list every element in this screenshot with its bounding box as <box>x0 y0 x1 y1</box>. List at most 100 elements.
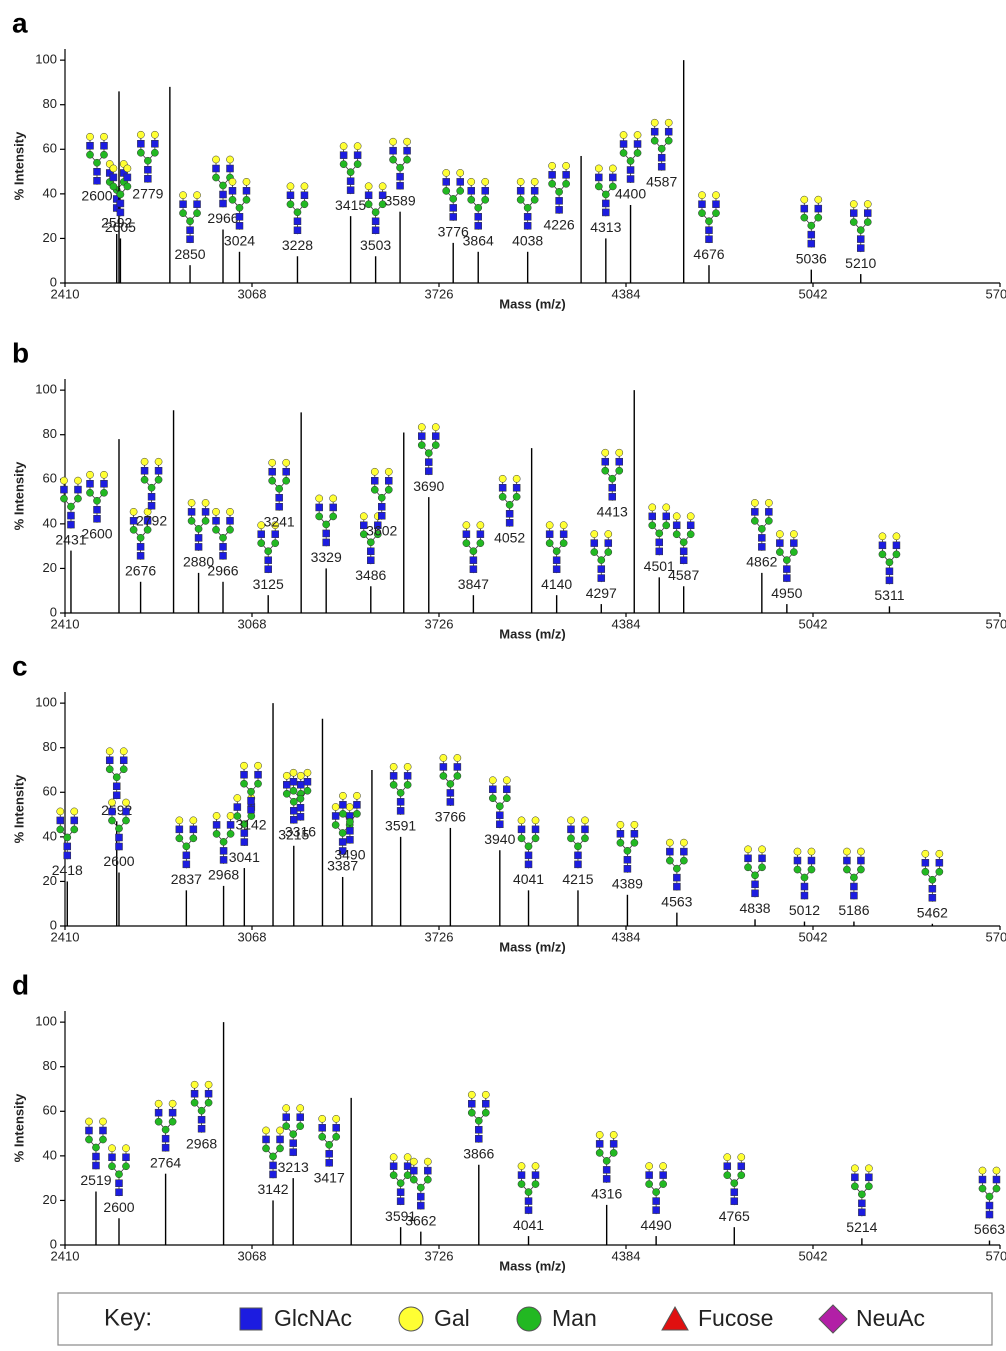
sugar-symbol <box>269 1153 276 1160</box>
sugar-symbol <box>195 525 202 532</box>
sugar-symbol <box>188 517 195 524</box>
glcnac-symbol <box>425 468 432 475</box>
glcnac-symbol <box>658 163 665 170</box>
sugar-symbol <box>864 218 871 225</box>
glcnac-symbol <box>188 508 195 515</box>
sugar-symbol <box>724 1172 731 1179</box>
glcnac-symbol <box>532 826 539 833</box>
peak-label: 4313 <box>590 219 621 235</box>
sugar-symbol <box>850 874 857 881</box>
sugar-symbol <box>482 1109 489 1116</box>
sugar-symbol <box>397 1180 404 1187</box>
glycan-icon <box>850 200 871 252</box>
glcnac-symbol <box>316 504 323 511</box>
sugar-symbol <box>879 533 886 540</box>
glcnac-symbol <box>563 171 570 178</box>
key-label: NeuAc <box>856 1305 925 1331</box>
sugar-symbol <box>117 191 124 198</box>
glcnac-symbol <box>646 1172 653 1179</box>
sugar-symbol <box>265 548 272 555</box>
peak-label: 5186 <box>838 902 869 918</box>
glcnac-symbol <box>367 557 374 564</box>
sugar-symbol <box>330 495 337 502</box>
key-label: Gal <box>434 1305 470 1331</box>
glycan-icon <box>546 522 567 574</box>
glcnac-symbol <box>417 1193 424 1200</box>
glcnac-symbol <box>656 548 663 555</box>
y-tick-label: 60 <box>43 141 57 156</box>
sugar-symbol <box>574 843 581 850</box>
sugar-symbol <box>562 180 569 187</box>
glycan-icon <box>390 1154 411 1206</box>
sugar-symbol <box>475 1117 482 1124</box>
glcnac-symbol <box>843 857 850 864</box>
glcnac-symbol <box>705 227 712 234</box>
peak-label: 3490 <box>334 847 365 863</box>
sugar-symbol <box>929 876 936 883</box>
glcnac-symbol <box>815 205 822 212</box>
sugar-symbol <box>418 442 425 449</box>
sugar-symbol <box>240 780 247 787</box>
sugar-symbol <box>339 810 346 817</box>
sugar-symbol <box>470 548 477 555</box>
sugar-symbol <box>122 1163 129 1170</box>
x-tick-label: 2410 <box>51 286 80 301</box>
glcnac-symbol <box>93 506 100 513</box>
sugar-symbol <box>219 182 226 189</box>
peak-label: 3591 <box>385 818 416 834</box>
glcnac-symbol <box>93 515 100 522</box>
sugar-symbol <box>100 489 107 496</box>
sugar-symbol <box>858 1191 865 1198</box>
glcnac-symbol <box>71 817 78 824</box>
sugar-symbol <box>389 156 396 163</box>
glcnac-symbol <box>454 763 461 770</box>
sugar-symbol <box>92 1144 99 1151</box>
glcnac-symbol <box>865 1174 872 1181</box>
glcnac-symbol <box>680 848 687 855</box>
sugar-symbol <box>482 178 489 185</box>
sugar-symbol <box>137 534 144 541</box>
sugar-symbol <box>546 540 553 547</box>
glcnac-symbol <box>929 885 936 892</box>
sugar-symbol <box>67 503 74 510</box>
sugar-symbol <box>617 839 624 846</box>
peak-label: 2968 <box>186 1135 217 1151</box>
sugar-symbol <box>86 489 93 496</box>
sugar-symbol <box>60 477 67 484</box>
glycan-icon <box>86 133 107 185</box>
glycan-icon <box>518 1162 539 1214</box>
glcnac-symbol <box>496 812 503 819</box>
glcnac-symbol <box>346 836 353 843</box>
sugar-symbol <box>513 493 520 500</box>
glcnac-symbol <box>663 513 670 520</box>
sugar-symbol <box>443 187 450 194</box>
glcnac-symbol <box>176 826 183 833</box>
sugar-symbol <box>390 781 397 788</box>
peak-label: 3213 <box>278 1159 309 1175</box>
sugar-symbol <box>680 857 687 864</box>
glcnac-symbol <box>198 1116 205 1123</box>
glcnac-symbol <box>673 874 680 881</box>
sugar-symbol <box>212 156 219 163</box>
glycan-icon <box>443 169 464 221</box>
key-label: Man <box>552 1305 597 1331</box>
glcnac-symbol <box>397 798 404 805</box>
sugar-symbol <box>620 149 627 156</box>
sugar-symbol <box>851 1183 858 1190</box>
sugar-symbol <box>602 467 609 474</box>
glycan-icon <box>724 1154 745 1206</box>
sugar-symbol <box>339 829 346 836</box>
glcnac-symbol <box>850 892 857 899</box>
sugar-symbol <box>424 1158 431 1165</box>
glcnac-symbol <box>248 806 255 813</box>
glycan-icon <box>596 1131 617 1183</box>
y-tick-label: 60 <box>43 1103 57 1118</box>
sugar-symbol <box>397 789 404 796</box>
sugar-symbol <box>227 830 234 837</box>
glcnac-symbol <box>627 176 634 183</box>
sugar-symbol <box>122 817 129 824</box>
glcnac-symbol <box>596 1140 603 1147</box>
y-tick-label: 40 <box>43 185 57 200</box>
glcnac-symbol <box>609 484 616 491</box>
glycan-icon <box>646 1162 667 1214</box>
